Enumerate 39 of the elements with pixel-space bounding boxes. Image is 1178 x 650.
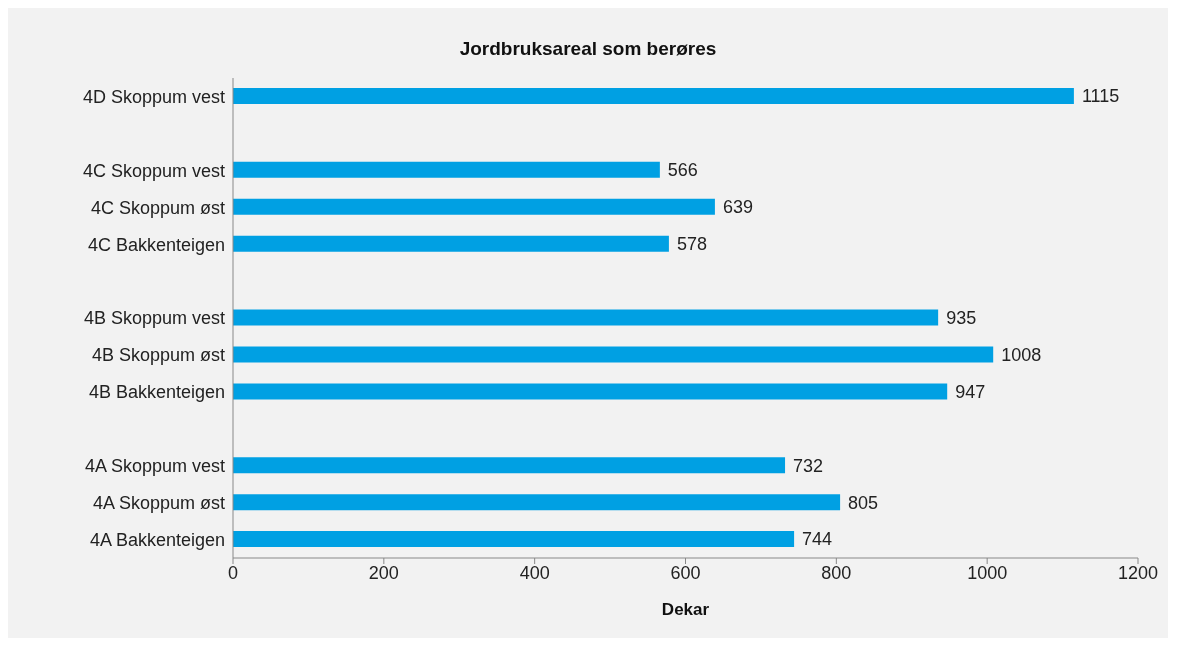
- x-tick-label: 1000: [967, 562, 1008, 583]
- bar: [233, 235, 669, 252]
- x-tick-label: 400: [519, 562, 550, 583]
- bar: [233, 457, 786, 474]
- bar: [233, 494, 841, 511]
- chart-title: Jordbruksareal som berøres: [458, 38, 718, 60]
- y-tick-label: 4A Skoppum vest: [84, 456, 225, 477]
- x-tick-label: 0: [227, 562, 239, 583]
- y-tick-label: 4B Skoppum vest: [83, 308, 225, 329]
- data-label: 805: [848, 492, 879, 513]
- data-label: 566: [667, 160, 698, 181]
- bar: [233, 531, 795, 548]
- bar: [233, 346, 994, 363]
- y-tick-label: 4B Bakkenteigen: [88, 382, 225, 403]
- bar: [233, 161, 660, 178]
- data-label: 1008: [1001, 344, 1042, 365]
- x-tick-label: 1200: [1117, 562, 1159, 583]
- bar: [233, 383, 948, 400]
- bar: [233, 309, 939, 326]
- y-tick-label: 4C Skoppum øst: [90, 197, 225, 218]
- data-label: 578: [676, 234, 707, 255]
- y-tick-label: 4A Bakkenteigen: [89, 529, 225, 550]
- x-tick-label: 600: [670, 562, 701, 583]
- y-tick-label: 4D Skoppum vest: [82, 86, 225, 107]
- bar: [233, 198, 715, 215]
- x-tick-label: 200: [368, 562, 399, 583]
- bar: [233, 88, 1074, 104]
- y-tick-label: 4C Skoppum vest: [82, 160, 225, 181]
- y-tick-label: 4A Skoppum øst: [92, 493, 225, 514]
- x-axis-title: Dekar: [660, 600, 711, 620]
- data-label: 639: [722, 197, 753, 218]
- data-label: 935: [946, 307, 977, 328]
- data-label: 947: [955, 381, 986, 402]
- y-tick-label: 4C Bakkenteigen: [87, 234, 225, 255]
- data-label: 732: [793, 455, 824, 476]
- data-label: 744: [802, 529, 833, 550]
- y-tick-label: 4B Skoppum øst: [91, 345, 225, 366]
- data-label: 1115: [1081, 86, 1120, 107]
- x-tick-label: 800: [821, 562, 852, 583]
